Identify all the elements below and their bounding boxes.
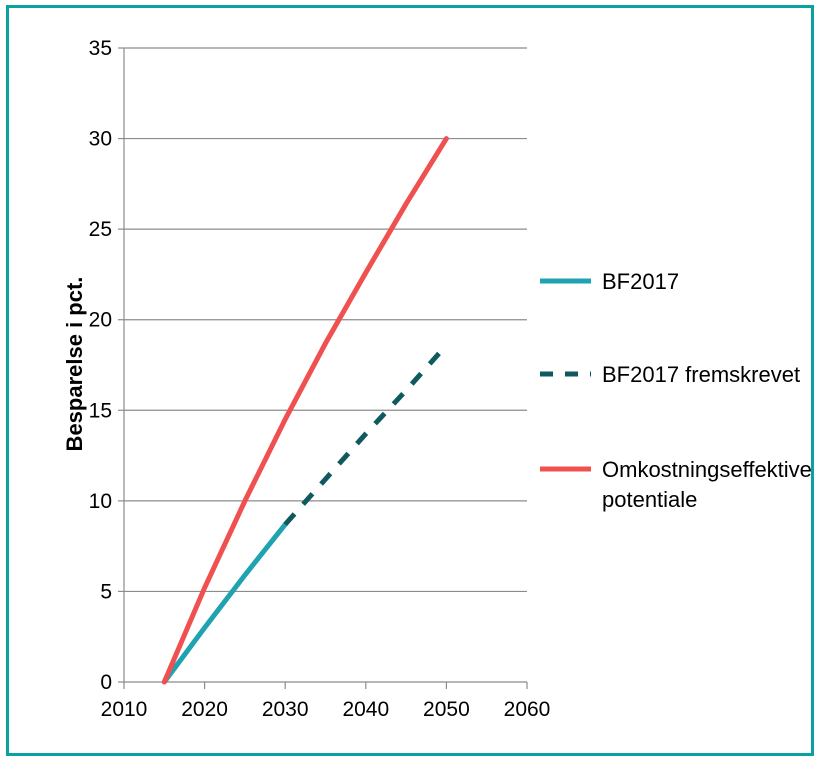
series-line-3	[161, 136, 449, 685]
x-tick-label: 2030	[262, 698, 309, 721]
legend-label-1: BF2017	[602, 269, 679, 294]
y-tick-label: 15	[89, 399, 112, 422]
y-tick-label: 20	[89, 309, 112, 332]
x-tick-label: 2010	[101, 698, 148, 721]
series-line-1	[161, 521, 288, 685]
series-line-2	[283, 343, 449, 527]
x-tick-label: 2040	[342, 698, 389, 721]
y-axis-label: Besparelse i pct.	[62, 277, 87, 452]
grid-lines	[124, 47, 527, 593]
y-tick-label: 25	[89, 218, 112, 241]
legend-label-2: BF2017 fremskrevet	[602, 362, 800, 387]
legend-label-3: Omkostningseffektive potentiale	[602, 457, 812, 512]
y-tick-label: 5	[100, 580, 112, 603]
y-tick-label: 35	[89, 37, 112, 60]
x-tick-label: 2060	[504, 698, 551, 721]
y-tick-label: 0	[100, 671, 112, 694]
legend: BF2017 BF2017 fremskrevet Omkostningseffek…	[540, 269, 812, 512]
x-tick-label: 2020	[181, 698, 228, 721]
chart-frame	[6, 5, 814, 756]
axes: 0 5 10 15 20 25 30 35 2010 2020 2030 2040 2050 2060	[89, 37, 551, 721]
y-tick-label: 10	[89, 490, 112, 513]
y-tick-label: 30	[89, 128, 112, 151]
series-layer	[161, 136, 449, 685]
x-tick-label: 2050	[423, 698, 470, 721]
